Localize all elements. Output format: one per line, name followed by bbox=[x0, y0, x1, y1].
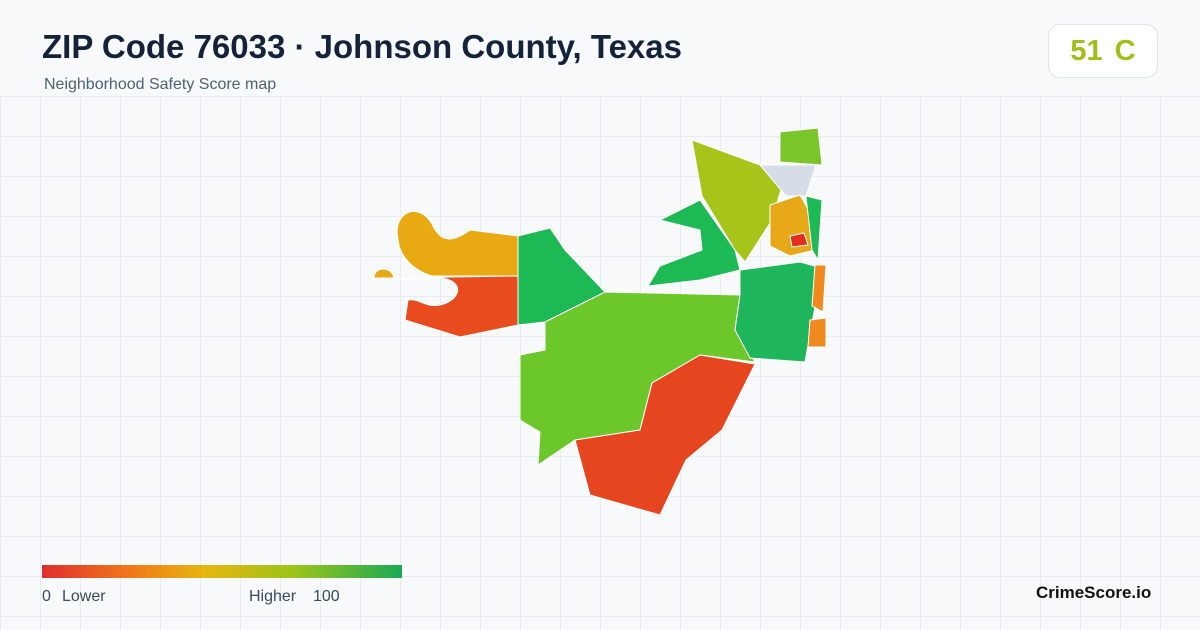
region bbox=[807, 317, 827, 348]
subtitle: Neighborhood Safety Score map bbox=[44, 76, 277, 93]
legend-min-label: Lower bbox=[62, 588, 106, 605]
score-grade: C bbox=[1114, 35, 1136, 67]
region bbox=[371, 275, 519, 338]
region bbox=[779, 127, 823, 166]
region bbox=[811, 264, 827, 313]
region bbox=[789, 232, 809, 248]
region bbox=[734, 261, 823, 363]
region bbox=[396, 210, 519, 277]
region bbox=[647, 199, 741, 287]
legend-gradient bbox=[42, 565, 402, 578]
brand: CrimeScore.io bbox=[1036, 583, 1152, 602]
score-value: 51 bbox=[1070, 35, 1103, 67]
header-bg bbox=[0, 0, 1200, 96]
legend-max: 100 bbox=[313, 588, 340, 605]
legend-max-label: Higher bbox=[249, 588, 297, 605]
region bbox=[574, 354, 756, 516]
legend-min: 0 bbox=[42, 588, 51, 605]
region bbox=[805, 195, 823, 262]
region bbox=[373, 268, 395, 279]
title: ZIP Code 76033 · Johnson County, Texas bbox=[42, 28, 682, 65]
score-badge: 51 C bbox=[1048, 24, 1158, 78]
